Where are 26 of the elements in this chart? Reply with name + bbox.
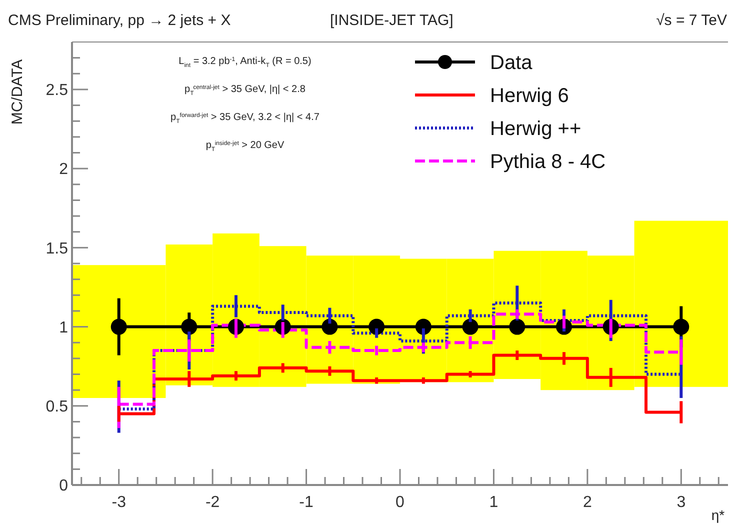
legend-label: Pythia 8 - 4C [490,151,606,173]
annotation: p$_{T}$$^{central-jet}$ > 35 GeV, |η| < 2.8 [184,84,306,97]
y-axis-title: MC/DATA [9,59,26,125]
legend-label: Data [490,52,534,74]
chart-title: CMS Preliminary, pp → 2 jets + X [8,12,231,29]
text: √s = 7 TeV [656,12,727,29]
legend-label: Herwig 6 [490,85,569,107]
y-tick-label: 1 [59,319,68,336]
annotation: p$_{T}$$^{forward-jet}$ > 35 GeV, 3.2 < |η| < 4.7 [170,112,320,125]
x-tick-label: 0 [396,494,405,511]
text: [INSIDE-JET TAG] [330,12,454,29]
y-tick-label: 2 [59,161,68,178]
x-axis-title: η* [711,507,726,523]
x-tick-label: -2 [205,494,220,511]
y-tick-label: 0 [59,478,68,495]
x-tick-label: 2 [582,494,592,511]
y-tick-label: 2.5 [46,82,68,100]
x-tick-label: -3 [112,494,126,511]
annotation: p$_{T}$$^{inside-jet}$ > 20 GeV [206,140,284,153]
legend-label: Herwig ++ [490,118,582,140]
y-tick-label: 0.5 [46,398,68,416]
annotation: L$_{int}$ = 3.2 pb$^{-1}$, Anti-k$_{T}$ (R = 0.5) [178,56,312,69]
x-tick-label: 1 [489,494,498,511]
x-tick-label: -1 [299,494,314,511]
y-tick-label: 1.5 [46,240,68,258]
x-tick-label: 3 [676,494,686,511]
